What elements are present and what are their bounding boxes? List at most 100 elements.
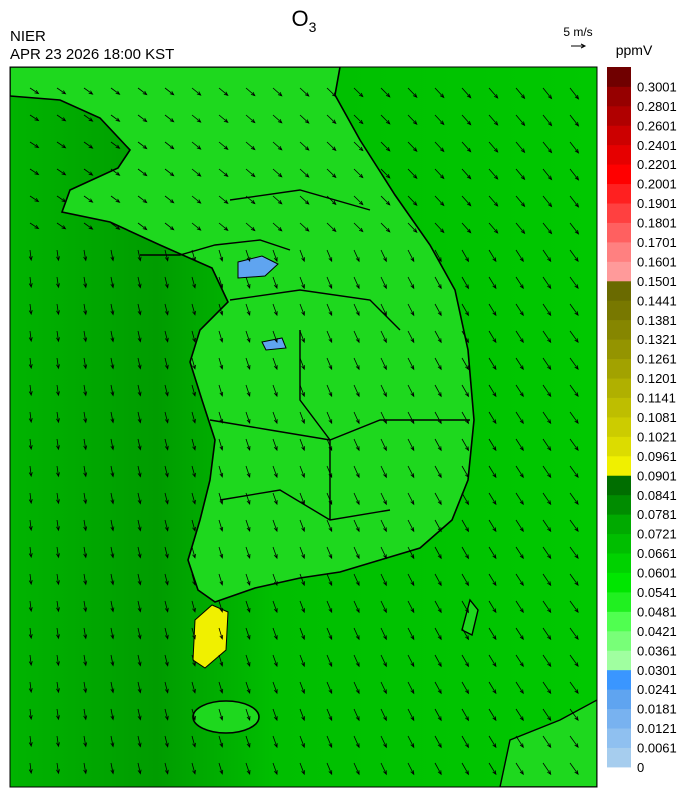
wind-arrow [407, 87, 418, 98]
wind-arrow [245, 465, 251, 478]
wind-arrow [191, 465, 196, 478]
wind-arrow [542, 708, 552, 722]
wind-arrow [56, 546, 60, 559]
wind-arrow [83, 573, 88, 586]
wind-arrow [542, 627, 552, 641]
wind-arrow [272, 303, 278, 317]
wind-arrow [218, 654, 224, 667]
wind-arrow [515, 114, 526, 127]
wind-arrow [299, 87, 310, 97]
wind-arrow [488, 573, 497, 587]
wind-arrow [407, 708, 415, 722]
wind-arrow [326, 762, 333, 776]
wind-arrow [542, 411, 552, 425]
wind-arrow [110, 654, 115, 667]
map-frame [9, 66, 598, 788]
wind-arrow [569, 654, 579, 668]
wind-arrow [245, 600, 251, 613]
wind-arrow [488, 141, 499, 153]
wind-arrow [164, 384, 169, 397]
colorbar-swatch [607, 611, 631, 632]
wind-arrow [164, 114, 175, 123]
wind-arrow [380, 195, 391, 206]
colorbar-label: 0.0721 [637, 527, 677, 542]
colorbar-swatch [607, 747, 631, 768]
wind-arrow [407, 600, 415, 614]
wind-arrow [434, 87, 445, 99]
wind-arrow [542, 276, 552, 290]
wind-arrow [299, 411, 305, 425]
colorbar-swatch [607, 533, 631, 554]
wind-arrow [569, 222, 580, 235]
wind-arrow [299, 276, 305, 290]
wind-arrow [542, 357, 552, 371]
wind-arrow [461, 762, 470, 776]
wind-arrow [299, 114, 310, 124]
wind-arrow [380, 627, 387, 641]
wind-arrow [326, 600, 333, 614]
wind-arrow [137, 600, 142, 613]
wind-arrow [353, 303, 360, 317]
wind-arrow [380, 492, 387, 506]
wind-arrow [434, 762, 442, 776]
wind-arrow [191, 492, 196, 505]
colorbar-swatch [607, 144, 631, 165]
wind-arrow [218, 708, 224, 721]
wind-arrow [164, 573, 169, 586]
wind-arrow [569, 708, 579, 722]
wind-arrow [326, 114, 337, 125]
wind-arrow [110, 519, 115, 532]
colorbar-swatch [607, 300, 631, 321]
wind-arrow [272, 627, 278, 641]
wind-arrow [28, 438, 33, 451]
wind-arrow [515, 249, 524, 263]
wind-arrow [245, 276, 251, 289]
wind-arrow [164, 330, 169, 343]
colorbar-label: 0 [637, 760, 644, 775]
wind-arrow [299, 762, 305, 776]
wind-arrow [191, 681, 196, 694]
wind-arrow [488, 87, 499, 99]
wind-arrow [110, 708, 115, 721]
wind-arrow [272, 330, 278, 344]
wind-arrow [461, 492, 470, 506]
wind-arrow [569, 627, 579, 641]
colorbar-swatch [607, 630, 631, 651]
wind-arrow [110, 384, 115, 397]
wind-arrow [434, 168, 445, 180]
wind-arrow [569, 519, 579, 533]
unit-label: ppmV [616, 42, 653, 58]
wind-arrow [164, 87, 175, 96]
wind-arrow [380, 519, 387, 533]
wind-arrow [56, 465, 60, 478]
wind-arrow [245, 735, 251, 748]
wind-arrow [380, 357, 387, 371]
wind-arrow [218, 681, 224, 694]
wind-arrow [434, 222, 445, 234]
wind-arrow [137, 87, 148, 96]
wind-arrow [164, 519, 169, 532]
wind-arrow [380, 114, 391, 125]
wind-arrow [191, 735, 196, 748]
colorbar-swatch [607, 650, 631, 671]
wind-arrow [380, 249, 387, 263]
wind-arrow [380, 600, 387, 614]
wind-arrow [110, 330, 115, 343]
wind-arrow [353, 330, 360, 344]
colorbar-label: 0.0181 [637, 702, 677, 717]
wind-arrow [245, 384, 251, 397]
wind-arrow [218, 168, 229, 177]
wind-arrow [164, 303, 169, 316]
wind-arrow [56, 114, 67, 122]
wind-arrow [407, 627, 415, 641]
wind-arrow [434, 276, 442, 290]
wind-arrow [110, 681, 115, 694]
wind-arrow [542, 681, 552, 695]
wind-arrow [569, 168, 580, 181]
wind-arrow [137, 141, 148, 150]
wind-arrow [569, 87, 580, 100]
wind-arrow [245, 708, 251, 721]
wind-arrow [569, 762, 579, 776]
wind-arrow [137, 573, 142, 586]
